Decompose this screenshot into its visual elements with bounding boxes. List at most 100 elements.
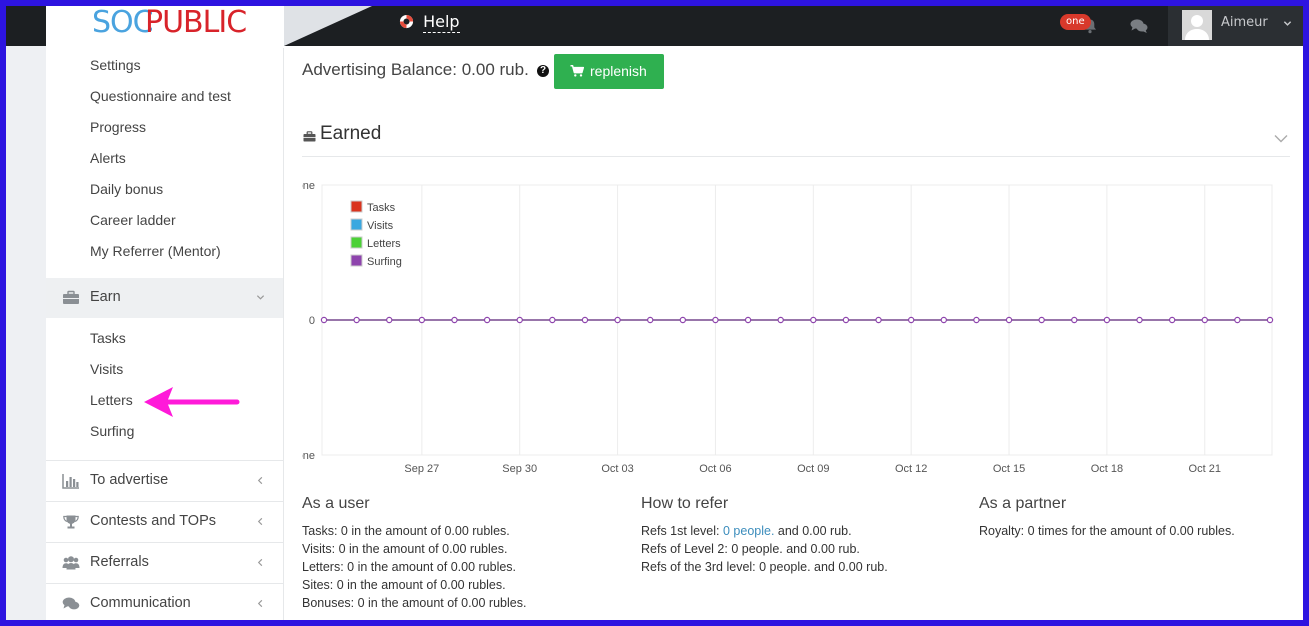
sidebar-item-tasks[interactable]: Tasks [90, 330, 126, 346]
y-tick-label: -one [302, 450, 315, 462]
app-window: SOC PUBLIC Help one [6, 6, 1303, 620]
referrals-level1-link[interactable]: 0 people. [722, 524, 775, 538]
bar-chart-icon [62, 474, 79, 489]
stats-text: Refs 1st level: [641, 524, 723, 538]
stats-line: Letters: 0 in the amount of 0.00 rubles. [302, 560, 517, 574]
y-tick-label: one [302, 180, 315, 192]
user-name: Aimeur [1221, 15, 1268, 30]
data-point [483, 316, 491, 324]
chevron-left-icon [257, 599, 263, 608]
sidebar-group-label: Referrals [90, 554, 149, 570]
x-tick-label: Oct 06 [699, 463, 731, 475]
sidebar-item-surfing[interactable]: Surfing [90, 423, 135, 439]
legend-swatch [350, 218, 363, 231]
data-point [842, 316, 850, 324]
x-tick-label: Oct 09 [797, 463, 829, 475]
replenish-button[interactable]: replenish [554, 54, 664, 89]
sidebar-group-contests[interactable]: Contests and TOPs [46, 501, 283, 542]
x-tick-label: Oct 21 [1189, 463, 1221, 475]
x-tick-label: Oct 15 [993, 463, 1025, 475]
x-tick-label: Sep 30 [502, 463, 537, 475]
user-silhouette-icon [1182, 10, 1212, 40]
data-point [516, 316, 523, 324]
sidebar-item-daily-bonus[interactable]: Daily bonus [90, 181, 164, 197]
data-point [1168, 316, 1176, 324]
data-point [581, 316, 589, 324]
data-point [777, 316, 784, 324]
data-point [549, 316, 556, 324]
x-tick-label: Oct 03 [601, 463, 633, 475]
legend-swatch [350, 236, 363, 249]
data-point [973, 316, 980, 324]
data-point [1201, 316, 1208, 324]
logo-soc: SOC [92, 6, 154, 40]
stats-line: Refs 1st level: 0 people. and 0.00 rub. [641, 522, 888, 540]
avatar [1182, 10, 1212, 40]
briefcase-icon [303, 131, 316, 142]
legend-label: Letters [367, 238, 401, 250]
sidebar-item-career-ladder[interactable]: Career ladder [90, 212, 176, 228]
data-point [1266, 316, 1274, 324]
sidebar-item-visits[interactable]: Visits [90, 361, 124, 377]
data-point [353, 316, 360, 324]
sidebar-group-label: Earn [90, 289, 121, 305]
comments-icon [62, 597, 80, 610]
x-tick-label: Oct 18 [1091, 463, 1123, 475]
x-tick-label: Oct 12 [895, 463, 927, 475]
data-point [1038, 316, 1045, 324]
chevron-down-icon [1283, 21, 1292, 26]
earned-panel-header: Earned [302, 120, 1290, 157]
earned-title: Earned [320, 123, 382, 144]
user-menu[interactable]: Aimeur [1168, 6, 1303, 46]
replenish-label: replenish [590, 63, 647, 79]
stats-partner: As a partner Royalty: 0 times for the am… [979, 494, 1235, 540]
stats-line: Sites: 0 in the amount of 0.00 rubles. [302, 578, 506, 592]
legend-label: Surfing [367, 256, 402, 268]
data-point [1234, 316, 1241, 324]
stats-refer: How to refer Refs 1st level: 0 people. a… [641, 494, 888, 576]
logo[interactable]: SOC PUBLIC [46, 6, 284, 48]
data-point [744, 316, 752, 324]
chevron-down-icon [256, 295, 265, 300]
sidebar-group-label: To advertise [90, 472, 169, 488]
data-point [614, 316, 621, 324]
legend-label: Visits [367, 220, 394, 232]
stats-text: and 0.00 rub. [774, 524, 852, 538]
sidebar-item-progress[interactable]: Progress [90, 119, 147, 135]
sidebar-group-communication[interactable]: Communication [46, 583, 283, 620]
stats-line: Visits: 0 in the amount of 0.00 rubles. [302, 542, 508, 556]
sidebar-item-settings[interactable]: Settings [90, 57, 141, 73]
sidebar-group-earn[interactable]: Earn [46, 278, 283, 318]
chevron-left-icon [257, 476, 263, 485]
help-label: Help [423, 12, 460, 33]
stats-partner-title: As a partner [979, 495, 1067, 512]
sidebar-item-my-referrer[interactable]: My Referrer (Mentor) [90, 243, 221, 259]
sidebar: Settings Questionnaire and test Progress… [46, 48, 284, 620]
sidebar-group-to-advertise[interactable]: To advertise [46, 460, 283, 501]
sidebar-item-questionnaire[interactable]: Questionnaire and test [90, 88, 231, 104]
data-point [451, 316, 458, 324]
left-margin [6, 6, 46, 620]
help-link[interactable]: Help [399, 12, 460, 33]
sidebar-item-alerts[interactable]: Alerts [90, 150, 126, 166]
x-tick-label: Sep 27 [404, 463, 439, 475]
data-point [1103, 316, 1111, 324]
chevron-left-icon [257, 517, 263, 526]
annotation-arrow [144, 387, 240, 417]
question-circle-icon[interactable]: ? [537, 65, 549, 77]
data-point [418, 316, 426, 324]
legend-swatch [350, 200, 363, 213]
legend-label: Tasks [367, 202, 396, 214]
briefcase-icon [63, 290, 79, 304]
sidebar-group-referrals[interactable]: Referrals [46, 542, 283, 583]
stats-user-title: As a user [302, 495, 370, 512]
stats-user: As a user Tasks: 0 in the amount of 0.00… [302, 494, 526, 612]
y-tick-label: 0 [309, 315, 315, 327]
sidebar-item-letters[interactable]: Letters [90, 392, 133, 408]
data-point [712, 316, 719, 324]
data-point [386, 316, 393, 324]
sidebar-group-label: Communication [90, 595, 191, 611]
comments-icon[interactable] [1130, 18, 1148, 34]
chevron-down-icon[interactable] [1274, 134, 1288, 143]
legend-swatch [350, 254, 363, 267]
